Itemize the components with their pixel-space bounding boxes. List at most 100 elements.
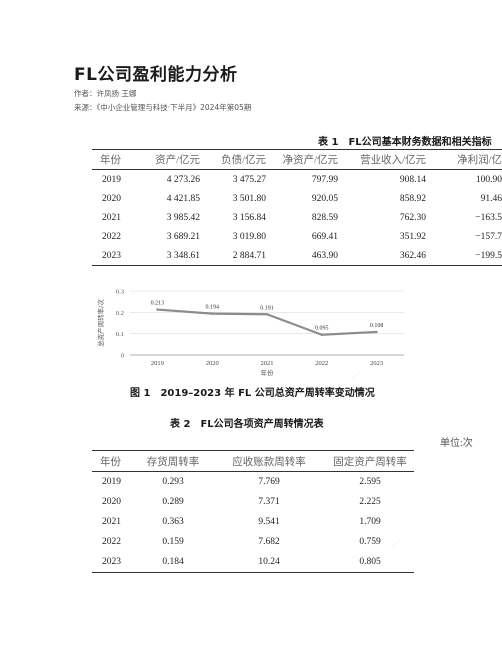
- table1-header-cell: 净资产/亿元: [272, 149, 350, 170]
- table-cell: 2020: [102, 193, 121, 204]
- table-row: 2022 3 689.21 3 019.80 669.41 351.92 −157.7: [92, 227, 502, 246]
- table-cell: 0.159: [162, 537, 184, 547]
- data-point: [320, 333, 323, 336]
- asset-turnover-table: 年份 存货周转率 应收账款周转率 固定资产周转率 2019 0.293 7.769 2.59…: [92, 450, 414, 573]
- asset-turnover-line-chart: 0 0.1 0.2 0.3 0.213 2019 0.194 2020 0.191 2021 0.0…: [96, 289, 404, 377]
- table1-header-cell: 资产/亿元: [140, 149, 210, 170]
- table-cell: 0.805: [326, 552, 414, 573]
- table-cell: 828.59: [311, 212, 338, 223]
- table-cell: 1.709: [359, 517, 381, 527]
- table2-header-row: 年份 存货周转率 应收账款周转率 固定资产周转率: [92, 450, 414, 472]
- table-cell: 351.92: [399, 231, 426, 242]
- table-cell: 3 985.42: [166, 212, 200, 223]
- table-cell: 10.24: [218, 552, 326, 573]
- table-cell: 2022: [102, 231, 121, 242]
- figure1-caption: 图 1 2019–2023 年 FL 公司总资产周转率变动情况: [130, 388, 375, 399]
- table1-header-cell: 营业收入/亿元: [350, 149, 442, 170]
- table-cell: 0.363: [162, 517, 184, 527]
- table-cell: 2021: [102, 517, 121, 527]
- table-cell: 797.99: [311, 174, 338, 185]
- table1-caption: 表 1 FL公司基本财务数据和相关指标: [318, 137, 492, 148]
- table-cell: 2019: [102, 174, 121, 185]
- table1-header-cell: 净利润/亿: [442, 149, 502, 170]
- x-tick-label: 2020: [206, 360, 219, 367]
- table-cell: 2020: [102, 497, 121, 507]
- table-cell: 2021: [102, 212, 121, 223]
- x-axis-label: 年份: [261, 368, 275, 377]
- financial-data-table: 年份 资产/亿元 负债/亿元 净资产/亿元 营业收入/亿元 净利润/亿 2019 4 273…: [92, 149, 502, 266]
- y-tick-label: 0.3: [116, 289, 124, 296]
- data-label: 0.194: [205, 305, 219, 311]
- table2-header-cell: 年份: [92, 450, 140, 472]
- table-cell: 669.41: [311, 231, 338, 242]
- data-label: 0.213: [151, 301, 165, 307]
- data-point: [211, 312, 214, 315]
- data-point: [375, 330, 378, 334]
- table-row: 2020 0.289 7.371 2.225: [92, 492, 414, 512]
- table-cell: 362.46: [350, 246, 442, 266]
- y-tick-label: 0.1: [116, 331, 124, 338]
- article-source: 来源：《中小企业管理与科技·下半月》2024年第05期: [74, 103, 252, 112]
- data-label: 0.108: [370, 323, 384, 329]
- data-label: 0.191: [260, 305, 274, 311]
- x-tick-label: 2023: [370, 360, 383, 367]
- table-cell: 7.769: [258, 477, 280, 487]
- table-cell: 9.541: [258, 517, 280, 527]
- table-cell: 4 273.26: [166, 174, 200, 185]
- x-tick-label: 2022: [315, 360, 328, 367]
- data-label: 0.095: [315, 326, 329, 332]
- y-axis-label: 总资产周转率/次: [96, 299, 105, 347]
- table-row: 2021 0.363 9.541 1.709: [92, 512, 414, 532]
- table-cell: 463.90: [272, 246, 350, 266]
- table-cell: 91.46: [480, 193, 502, 204]
- table-cell: 0.289: [162, 497, 184, 507]
- table-row: 2023 3 348.61 2 884.71 463.90 362.46 −199.5: [92, 246, 502, 266]
- table-cell: 4 421.85: [166, 193, 200, 204]
- table-cell: 0.759: [359, 537, 381, 547]
- table-row: 2021 3 985.42 3 156.84 828.59 762.30 −163.5: [92, 208, 502, 227]
- x-tick-label: 2019: [151, 360, 164, 367]
- table-cell: 3 348.61: [140, 246, 210, 266]
- table-cell: 2023: [92, 246, 140, 266]
- table1-header-cell: 年份: [92, 149, 140, 170]
- article-title: FL公司盈利能力分析: [74, 65, 238, 85]
- table-cell: 7.371: [258, 497, 280, 507]
- x-tick-label: 2021: [261, 360, 274, 367]
- table-cell: 2 884.71: [210, 246, 272, 266]
- table-cell: 2023: [92, 552, 140, 573]
- table-cell: 858.92: [399, 193, 426, 204]
- table-row: 2023 0.184 10.24 0.805: [92, 552, 414, 573]
- table-cell: 3 475.27: [232, 174, 266, 185]
- table-row: 2019 0.293 7.769 2.595: [92, 472, 414, 493]
- table-cell: 2.225: [359, 497, 381, 507]
- table1-body: 2019 4 273.26 3 475.27 797.99 908.14 100.90 20…: [92, 170, 502, 266]
- table-cell: 2.595: [359, 477, 381, 487]
- table2-header-cell: 存货周转率: [140, 450, 218, 472]
- table2-header-cell: 应收账款周转率: [218, 450, 326, 472]
- table-cell: −157.7: [475, 231, 502, 242]
- table-cell: 7.682: [258, 537, 280, 547]
- table-cell: 762.30: [399, 212, 426, 223]
- table-cell: 3 156.84: [232, 212, 266, 223]
- table-cell: 2022: [102, 537, 121, 547]
- table-cell: 100.90: [475, 174, 502, 185]
- table2-header-cell: 固定资产周转率: [326, 450, 414, 472]
- data-point: [265, 313, 269, 316]
- table2-caption: 表 2 FL公司各项资产周转情况表: [170, 419, 324, 430]
- table2-unit: 单位:次: [440, 438, 473, 449]
- table1-header-cell: 负债/亿元: [210, 149, 272, 170]
- table-cell: 3 501.80: [232, 193, 266, 204]
- article-authors: 作者：许凤扬 王娜: [74, 89, 137, 98]
- table-cell: 0.184: [140, 552, 218, 573]
- data-point: [156, 308, 159, 311]
- table-row: 2022 0.159 7.682 0.759: [92, 532, 414, 552]
- y-tick-label: 0: [121, 353, 124, 360]
- table-cell: 920.05: [311, 193, 338, 204]
- table-cell: −199.5: [442, 246, 502, 266]
- y-tick-label: 0.2: [116, 310, 124, 317]
- table-cell: 2019: [102, 477, 121, 487]
- table1-header-row: 年份 资产/亿元 负债/亿元 净资产/亿元 营业收入/亿元 净利润/亿: [92, 149, 502, 170]
- table-cell: 908.14: [399, 174, 426, 185]
- table-row: 2020 4 421.85 3 501.80 920.05 858.92 91.46: [92, 189, 502, 208]
- table-cell: 3 689.21: [166, 231, 200, 242]
